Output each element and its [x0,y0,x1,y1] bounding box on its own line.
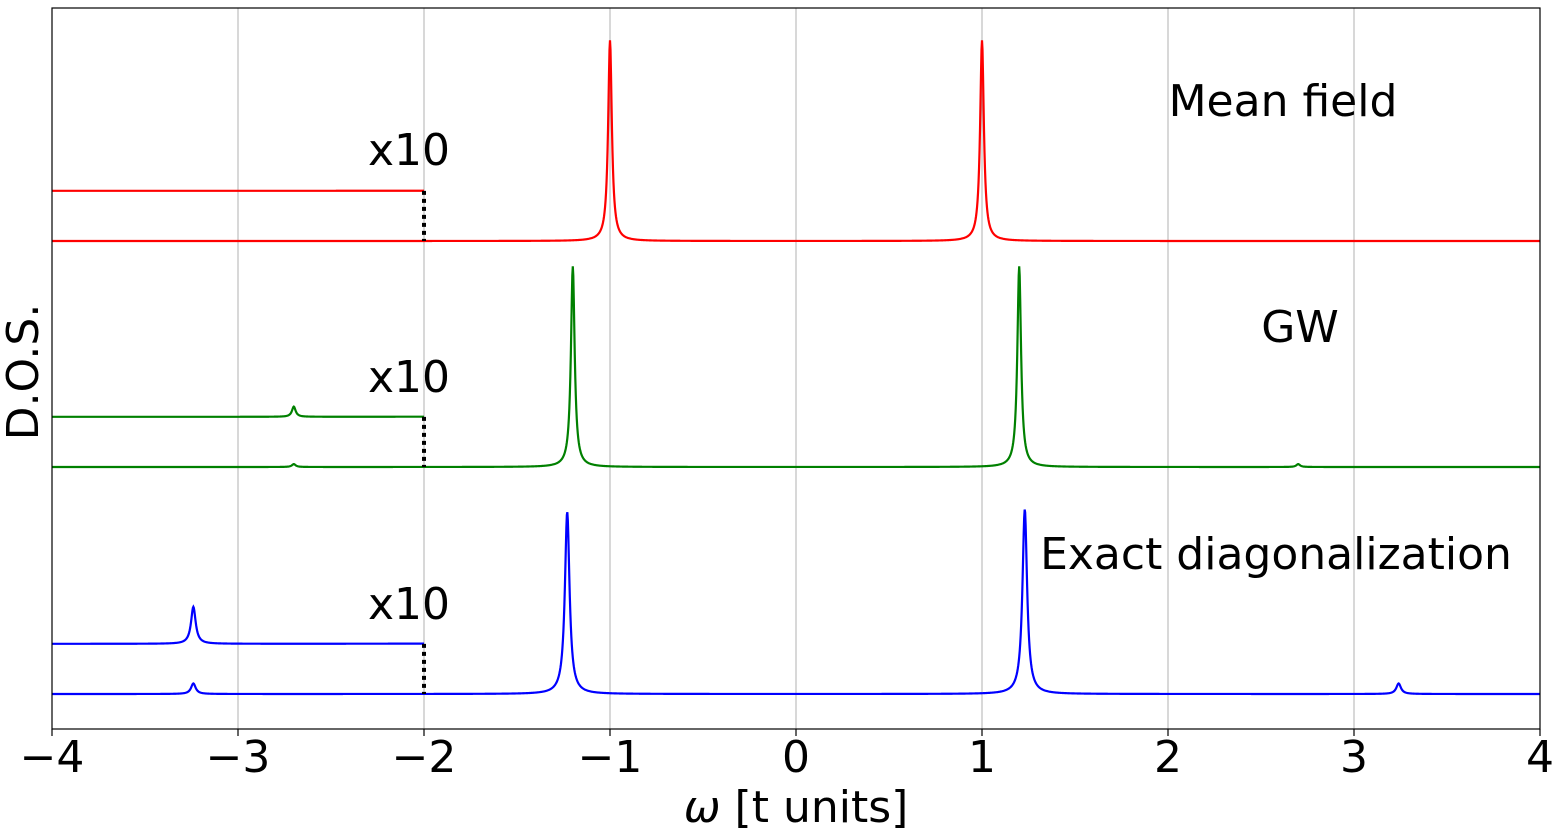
dos-curves [52,40,1540,696]
x-grid [237,8,1355,729]
x-tick-label: 3 [1340,732,1368,783]
x-ticks: −4 −3 −2 −1 0 1 2 3 4 [20,729,1554,783]
x-tick-label: 1 [968,732,996,783]
dos-curve-0 [52,40,1540,243]
dos-curve-2 [52,509,1540,696]
x10-label: x10 [368,125,450,176]
x-tick-label: 4 [1526,732,1554,783]
x-axis-label: ω [t units] [684,782,909,831]
x-tick-label: −3 [206,732,271,783]
x-tick-label: −2 [392,732,457,783]
annotations: x10 Mean field x10 GW x10 Exact diagonalizati… [368,76,1512,694]
x10-label: x10 [368,579,450,630]
x-tick-label: −4 [20,732,85,783]
panel-label: GW [1261,302,1339,353]
x-tick-label: 0 [782,732,810,783]
x10-label: x10 [368,352,450,403]
panel-label: Mean field [1169,76,1398,127]
dos-curve-x10-1 [52,405,424,418]
panel-label: Exact diagonalization [1040,529,1512,580]
x-tick-label: −1 [578,732,643,783]
x-tick-label: 2 [1154,732,1182,783]
dos-curve-1 [52,266,1540,469]
dos-curve-x10-2 [52,604,424,645]
y-axis-label: D.O.S. [0,304,49,441]
